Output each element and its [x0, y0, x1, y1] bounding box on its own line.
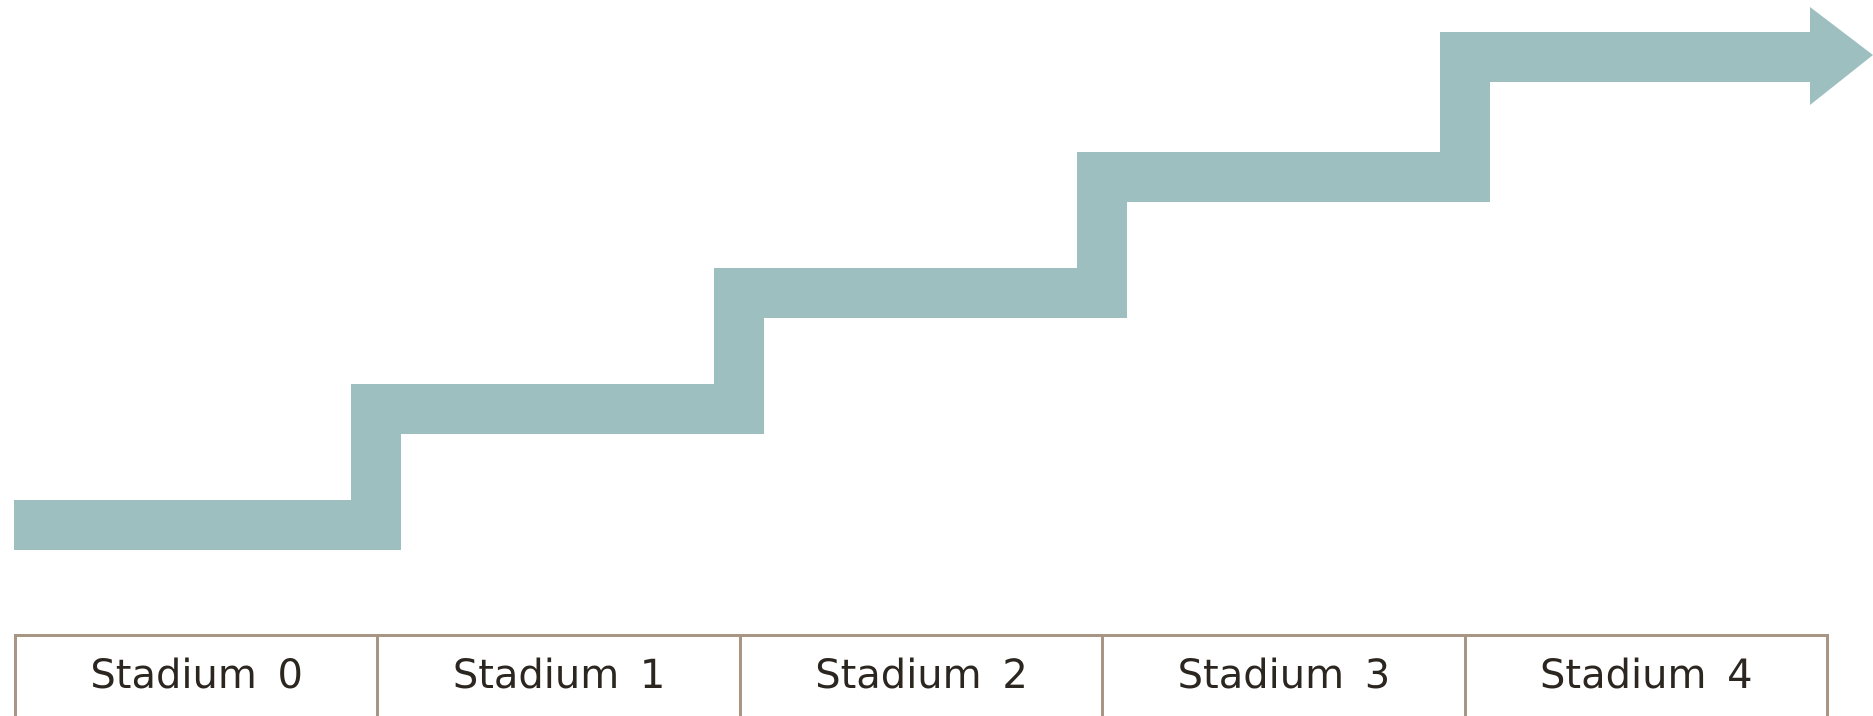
stage-cell-3: Stadium 3	[1104, 637, 1467, 716]
stage-cell-1: Stadium 1	[379, 637, 742, 716]
step-tread-3	[1077, 152, 1490, 202]
stage-cell-2: Stadium 2	[742, 637, 1105, 716]
step-tread-4	[1440, 32, 1812, 82]
step-riser-1	[351, 384, 401, 550]
stage-table: Stadium 0 Stadium 1 Stadium 2 Stadium 3 …	[14, 634, 1830, 716]
stage-cell-4: Stadium 4	[1467, 637, 1830, 716]
step-riser-4	[1440, 32, 1490, 202]
step-tread-0	[14, 500, 401, 550]
step-riser-3	[1077, 152, 1127, 318]
step-riser-2	[714, 268, 764, 434]
step-tread-1	[351, 384, 764, 434]
arrow-head-icon	[1810, 7, 1873, 105]
step-tread-2	[714, 268, 1127, 318]
stage-cell-0: Stadium 0	[17, 637, 380, 716]
